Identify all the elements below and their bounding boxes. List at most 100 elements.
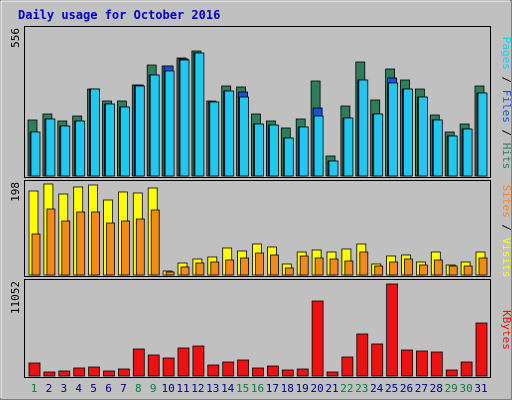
visits-bars [28,183,488,276]
day-label-10: 10 [161,382,174,395]
sites-bar-day-1 [31,233,41,276]
kbytes-bar-day-7 [118,368,130,377]
pages-bar-day-5 [90,88,100,177]
day-axis-labels: 1 2 3 4 5 6 7 8 9 10 11 12 13 14 15 16 17 18 19 20 21 22 23 24 2… [31,382,488,395]
day-label-26: 26 [400,382,413,395]
sites-bar-day-18 [284,267,294,276]
sites-bar-day-19 [299,255,309,276]
kbytes-bar-day-16 [252,367,264,377]
pages-bar-day-1 [30,131,41,177]
side-legend-part: / [500,70,512,90]
sites-bar-day-16 [255,252,264,276]
sites-bar-day-9 [150,209,160,276]
sites-bar-day-24 [374,265,384,276]
pages-bar-day-28 [432,119,443,177]
day-label-23: 23 [355,382,368,395]
kbytes-bar-day-31 [475,322,488,377]
pages-bar-day-12 [194,52,205,177]
sites-bar-day-11 [180,266,190,276]
sites-bar-day-29 [448,265,458,276]
kbytes-bar-day-26 [401,349,413,377]
sites-bar-day-23 [359,251,369,276]
kbytes-ymax-label: 11052 [9,281,22,314]
sites-bar-day-13 [210,261,220,276]
day-label-4: 4 [75,382,82,395]
kbytes-bar-day-27 [415,350,428,377]
day-label-24: 24 [370,382,384,395]
side-legend-part: / [500,123,512,143]
sites-bar-day-22 [344,260,354,276]
sites-bar-day-3 [61,220,71,276]
visits-ymax-label: 198 [9,182,22,202]
day-label-1: 1 [31,382,38,395]
pages-bar-day-9 [149,74,160,177]
pages-bar-day-17 [268,124,279,177]
kbytes-bar-day-5 [88,366,100,377]
day-label-15: 15 [236,382,249,395]
pages-bar-day-7 [120,106,130,177]
sites-bar-day-21 [329,258,339,276]
sites-bar-day-6 [106,222,115,276]
day-label-13: 13 [206,382,219,395]
pages-bar-day-18 [283,137,294,177]
pages-bar-day-30 [462,128,473,177]
chart-title: Daily usage for October 2016 [18,8,220,22]
pages-bar-day-8 [134,85,145,177]
sites-bar-day-2 [46,208,56,276]
side-legend-part: Pages [500,37,512,70]
kbytes-side-legend: KBytes [500,310,512,350]
side-legend-part: Files [500,90,512,123]
day-label-7: 7 [120,382,127,395]
sites-bar-day-26 [404,258,413,276]
kbytes-bar-day-2 [43,371,56,377]
sites-bar-day-5 [91,211,100,276]
pages-bar-day-20 [313,115,324,177]
pages-bar-day-31 [477,92,488,177]
side-legend-part: Hits [500,143,512,170]
sites-bar-day-14 [225,259,235,276]
hits-ymax-label: 556 [9,28,22,48]
day-label-17: 17 [266,382,279,395]
sites-bar-day-20 [314,257,324,276]
pages-bar-day-27 [417,96,428,177]
day-label-30: 30 [459,382,472,395]
day-label-8: 8 [135,382,142,395]
side-legend-part: / [500,218,512,238]
kbytes-bar-day-28 [430,351,443,377]
pages-bar-day-11 [179,59,190,177]
day-label-29: 29 [445,382,458,395]
day-label-12: 12 [191,382,204,395]
kbytes-bar-day-22 [341,356,354,377]
day-label-18: 18 [281,382,294,395]
side-legend-part: Visits [500,238,512,278]
kbytes-bar-day-15 [237,359,250,377]
day-label-31: 31 [474,382,487,395]
day-label-16: 16 [251,382,264,395]
visits-side-legend: Sites / Visits [500,185,512,278]
sites-bar-day-10 [165,271,175,276]
kbytes-bar-day-14 [222,361,235,377]
pages-bar-day-22 [343,117,354,177]
day-label-19: 19 [296,382,309,395]
pages-bar-day-13 [209,101,220,177]
day-label-14: 14 [221,382,235,395]
day-label-27: 27 [415,382,428,395]
kbytes-bar-day-9 [147,354,160,377]
day-label-21: 21 [325,382,338,395]
hits-bars [27,50,488,177]
pages-bar-day-4 [75,120,86,177]
kbytes-bar-day-30 [460,361,473,377]
day-label-28: 28 [430,382,443,395]
kbytes-bar-day-12 [192,345,205,377]
day-label-11: 11 [176,382,189,395]
side-legend-part: Sites [500,185,512,218]
kbytes-bars [28,283,488,377]
pages-bar-day-2 [45,118,56,177]
kbytes-bar-day-21 [326,371,339,377]
kbytes-bar-day-11 [177,347,190,377]
pages-bar-day-14 [224,90,235,177]
pages-bar-day-10 [164,70,175,177]
pages-bar-day-15 [239,96,250,177]
